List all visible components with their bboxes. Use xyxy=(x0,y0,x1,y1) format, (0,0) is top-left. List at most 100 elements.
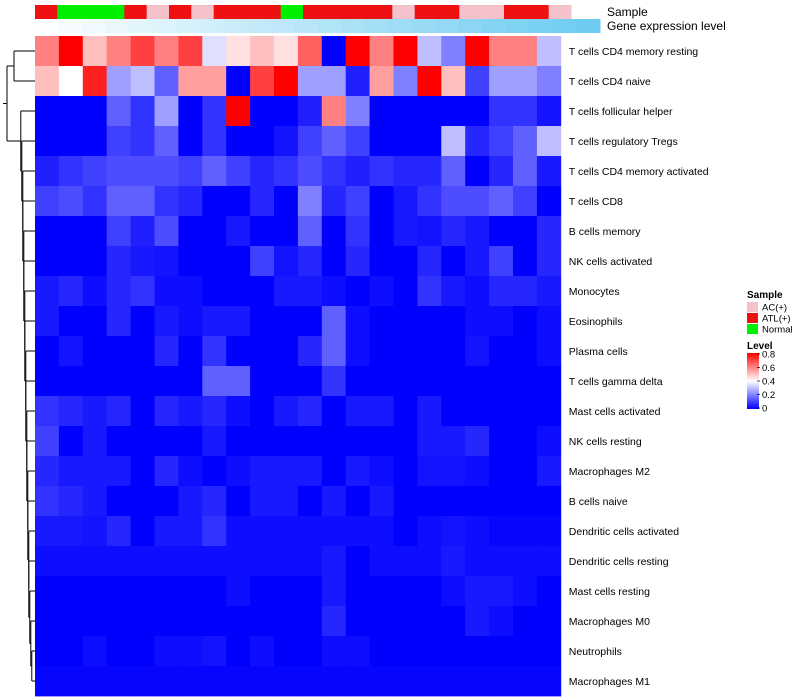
annotation-tracks xyxy=(35,5,601,33)
heatmap-cell xyxy=(465,516,490,547)
heatmap-cell xyxy=(441,666,466,697)
annotation-cell-expression xyxy=(482,19,507,33)
heatmap-cell xyxy=(226,396,251,427)
heatmap-cell xyxy=(297,36,323,67)
heatmap-cell xyxy=(106,546,131,577)
annotation-cell-sample xyxy=(258,5,282,19)
heatmap-cell xyxy=(202,366,227,397)
heatmap-cell xyxy=(465,96,490,127)
heatmap-cell xyxy=(321,306,347,337)
heatmap-cell xyxy=(250,126,275,157)
heatmap-cell xyxy=(417,606,442,637)
heatmap-cell xyxy=(393,36,418,67)
heatmap-cell xyxy=(345,486,370,517)
heatmap-cell xyxy=(130,306,155,337)
heatmap-cell xyxy=(178,396,203,427)
heatmap-cell xyxy=(154,396,179,427)
heatmap-cell xyxy=(35,576,60,607)
annotation-cell-expression xyxy=(435,19,460,33)
heatmap-cell xyxy=(250,546,275,577)
heatmap-cell xyxy=(321,546,347,577)
annotation-cell-expression xyxy=(552,19,577,33)
heatmap-cell xyxy=(393,486,418,517)
heatmap-cell xyxy=(202,516,227,547)
heatmap-cell xyxy=(58,576,84,607)
heatmap-cell xyxy=(106,426,131,457)
level-legend-title: Level xyxy=(747,341,773,352)
heatmap-cell xyxy=(35,606,60,637)
heatmap-cell xyxy=(441,606,466,637)
heatmap-cell xyxy=(106,576,131,607)
heatmap-cell xyxy=(58,606,84,637)
annotation-cell-sample xyxy=(548,5,572,19)
heatmap-cell xyxy=(274,336,299,367)
heatmap-cell xyxy=(202,456,227,487)
heatmap-cell xyxy=(321,186,347,217)
heatmap-cell xyxy=(154,186,179,217)
heatmap-cell xyxy=(321,66,347,97)
heatmap-cell xyxy=(250,366,275,397)
heatmap-cell xyxy=(489,306,514,337)
heatmap-cell xyxy=(106,306,131,337)
heatmap-cell xyxy=(250,456,275,487)
heatmap-cell xyxy=(35,336,60,367)
annotation-cell-expression xyxy=(246,19,271,33)
heatmap-cell xyxy=(154,336,179,367)
heatmap-cell xyxy=(35,156,60,187)
heatmap-cell xyxy=(250,666,275,697)
heatmap-cell xyxy=(536,156,562,187)
heatmap-cell xyxy=(178,366,203,397)
heatmap-cell xyxy=(489,156,514,187)
heatmap-cell xyxy=(536,276,562,307)
heatmap-cell xyxy=(250,516,275,547)
heatmap-cell xyxy=(297,336,323,367)
heatmap-cell xyxy=(489,96,514,127)
heatmap-cell xyxy=(441,396,466,427)
heatmap-cell xyxy=(489,336,514,367)
heatmap-cell xyxy=(536,366,562,397)
heatmap-cell xyxy=(345,156,370,187)
heatmap-cell xyxy=(513,306,538,337)
annotation-cell-expression xyxy=(317,19,342,33)
heatmap-cell xyxy=(274,486,299,517)
heatmap-cell xyxy=(536,426,562,457)
heatmap-cell xyxy=(82,576,108,607)
heatmap-cell xyxy=(321,126,347,157)
heatmap-cell xyxy=(465,606,490,637)
level-legend: Level 0.8 0.6 0.4 0.2 0 xyxy=(747,341,775,415)
heatmap-cell xyxy=(154,576,179,607)
heatmap-cell xyxy=(536,246,562,277)
annotation-cell-sample xyxy=(280,5,304,19)
heatmap-cell xyxy=(154,276,179,307)
heatmap-cell xyxy=(369,576,394,607)
annotation-label-sample: Sample xyxy=(607,5,648,19)
heatmap-cell xyxy=(274,636,299,667)
heatmap-cell xyxy=(130,426,155,457)
heatmap-cell xyxy=(321,516,347,547)
heatmap-cell xyxy=(369,156,394,187)
heatmap-cell xyxy=(178,456,203,487)
heatmap-cell xyxy=(297,246,323,277)
heatmap-cell xyxy=(58,396,84,427)
heatmap-cell xyxy=(489,456,514,487)
row-label: Plasma cells xyxy=(569,346,628,358)
row-label: T cells follicular helper xyxy=(569,106,673,118)
heatmap-cell xyxy=(226,156,251,187)
heatmap-cell xyxy=(82,66,108,97)
annotation-cell-expression xyxy=(199,19,224,33)
heatmap-cell xyxy=(393,426,418,457)
heatmap-cell xyxy=(202,216,227,247)
heatmap-cell xyxy=(274,576,299,607)
heatmap-cell xyxy=(82,216,108,247)
heatmap-cell xyxy=(178,96,203,127)
heatmap-cell xyxy=(130,246,155,277)
heatmap-cell xyxy=(321,636,347,667)
heatmap-cell xyxy=(130,276,155,307)
heatmap-cell xyxy=(226,636,251,667)
heatmap-cell xyxy=(58,486,84,517)
heatmap-cell xyxy=(202,36,227,67)
heatmap-cell xyxy=(369,66,394,97)
heatmap-cell xyxy=(250,276,275,307)
heatmap-cell xyxy=(58,336,84,367)
heatmap-cell xyxy=(178,276,203,307)
